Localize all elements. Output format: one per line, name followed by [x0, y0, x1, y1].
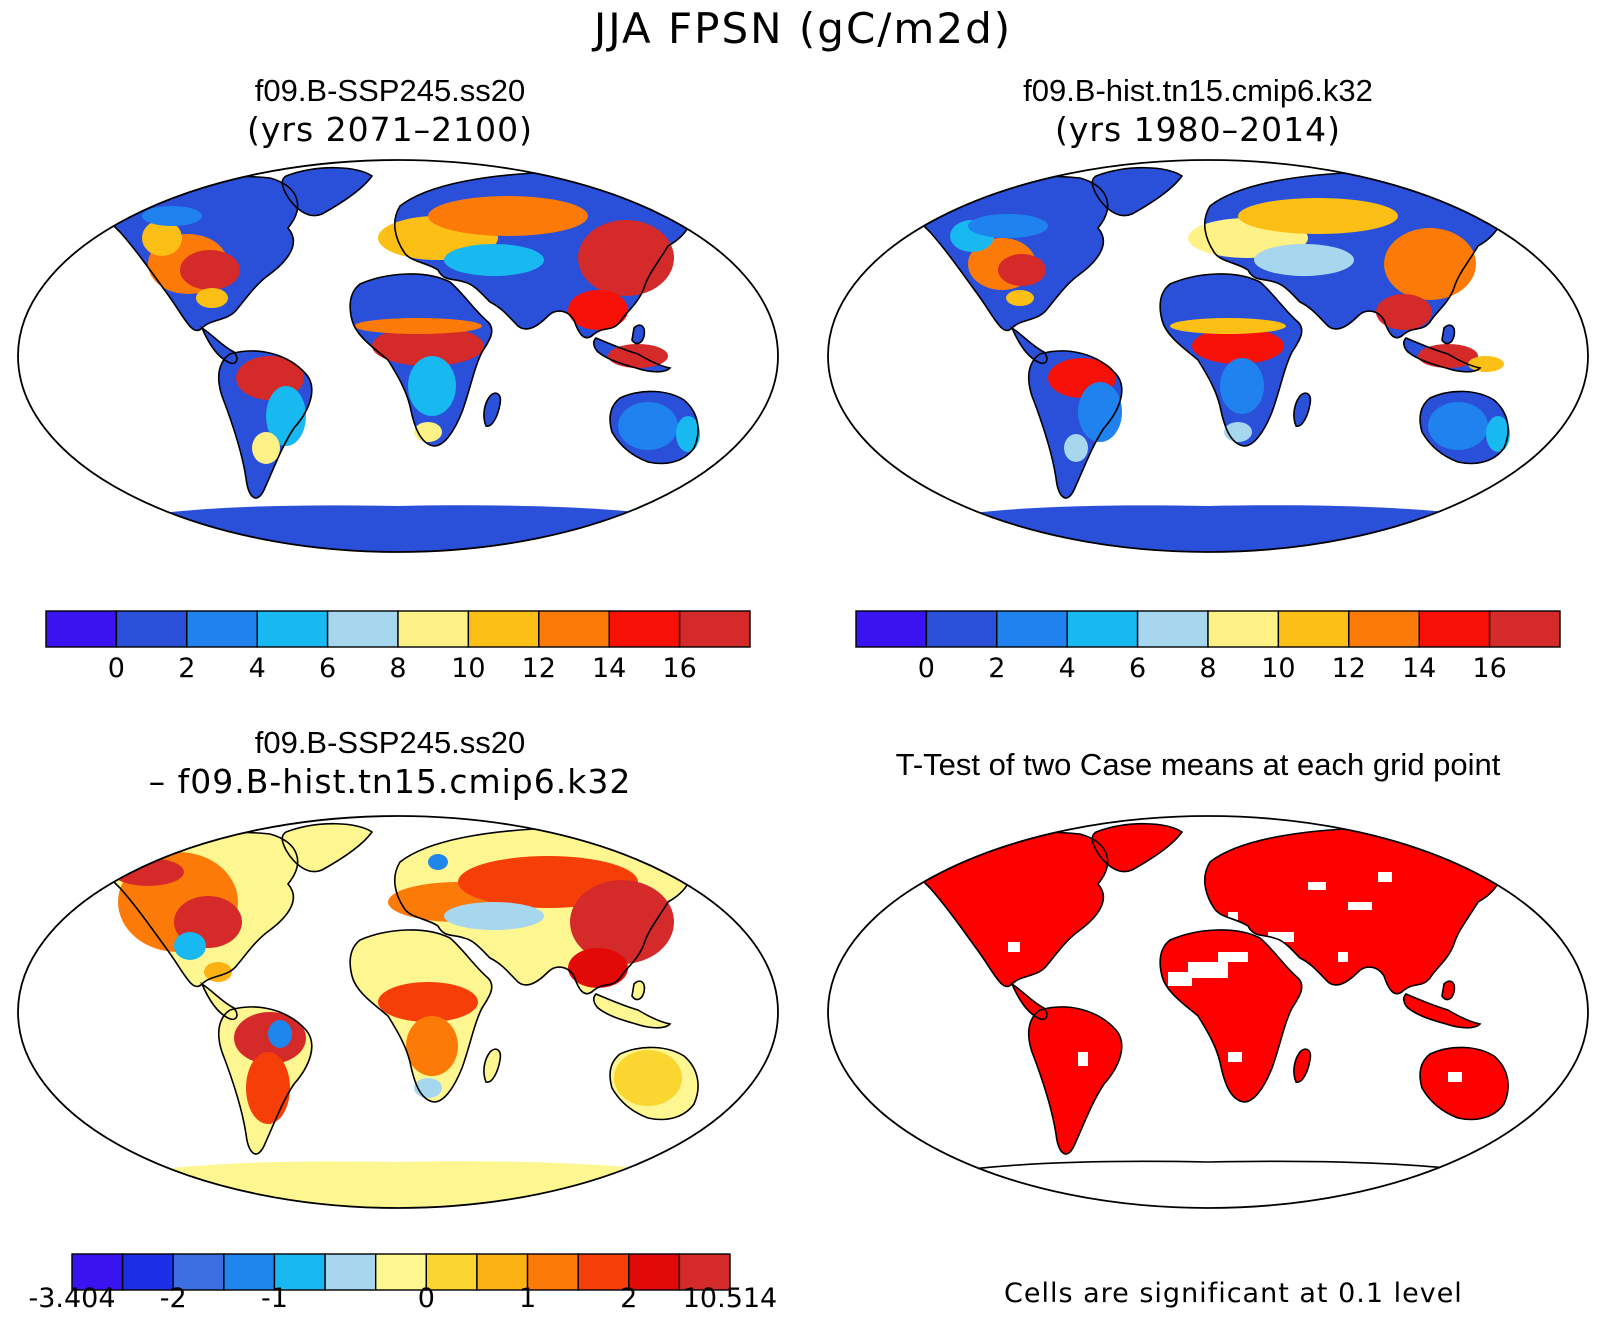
- colorbar-tick-label: 4: [248, 653, 266, 684]
- colorbar-tick-label: 16: [662, 653, 697, 684]
- colorbar-swatch: [476, 1253, 529, 1291]
- significance-note: Cells are significant at 0.1 level: [1004, 1278, 1463, 1309]
- colorbar-tick-label: 14: [592, 653, 627, 684]
- map-panel-ssp245: [17, 159, 779, 553]
- colorbar-tick-label: -2: [159, 1283, 187, 1314]
- panel-title-ssp245: f09.B-SSP245.ss20 (yrs 2071–2100): [10, 72, 770, 150]
- colorbar-swatch: [324, 1253, 377, 1291]
- colorbar-swatch: [1348, 610, 1420, 648]
- colorbar-swatch: [374, 1253, 428, 1291]
- panel-title-ssp245-case: f09.B-SSP245.ss20: [254, 73, 526, 108]
- colorbar-absolute-hist-ticks: 0 2 4 6 8 10 12 14 16: [806, 653, 1606, 687]
- colorbar-swatch: [608, 610, 681, 648]
- colorbar-absolute-hist: [855, 610, 1561, 648]
- colorbar-swatch: [172, 1253, 225, 1291]
- colorbar-difference-ticks: -3.404 -2 -1 0 1 2 10.514: [0, 1283, 800, 1317]
- map-border: [17, 159, 779, 553]
- panel-title-hist-years: (yrs 1980–2014): [1055, 110, 1341, 149]
- colorbar-swatch: [577, 1253, 630, 1291]
- colorbar-swatch: [925, 610, 998, 648]
- map-border: [827, 159, 1589, 553]
- colorbar-tick-label: 16: [1472, 653, 1507, 684]
- colorbar-tick-label: 10: [451, 653, 486, 684]
- colorbar-swatch: [397, 610, 470, 648]
- colorbar-tick-label: 1: [518, 1283, 537, 1314]
- colorbar-tick-label: -3.404: [28, 1283, 116, 1314]
- colorbar-swatch: [326, 610, 399, 648]
- panel-title-ttest-text: T-Test of two Case means at each grid po…: [895, 747, 1501, 782]
- colorbar-swatch: [678, 610, 751, 648]
- colorbar-swatch: [1136, 610, 1209, 648]
- figure-title: JJA FPSN (gC/m2d): [593, 4, 1013, 53]
- colorbar-swatch: [996, 610, 1068, 648]
- colorbar-tick-label: 0: [107, 653, 125, 684]
- colorbar-swatch: [1066, 610, 1139, 648]
- colorbar-tick-label: 2: [620, 1283, 638, 1314]
- colorbar-absolute-ssp245-ticks: 0 2 4 6 8 10 12 14 16: [0, 653, 800, 687]
- colorbar-tick-label: 2: [988, 653, 1006, 684]
- colorbar-tick-label: 6: [319, 653, 337, 684]
- colorbar-swatch: [538, 610, 610, 648]
- panel-title-diff-case-a: f09.B-SSP245.ss20: [254, 725, 526, 760]
- colorbar-swatch: [1418, 610, 1491, 648]
- colorbar-tick-label: 12: [521, 653, 556, 684]
- colorbar-tick-label: 10: [1261, 653, 1296, 684]
- map-border: [17, 815, 779, 1209]
- colorbar-tick-label: -1: [260, 1283, 288, 1314]
- colorbar-swatch: [425, 1253, 478, 1291]
- colorbar-tick-label: 10.514: [682, 1283, 778, 1314]
- panel-title-diff: f09.B-SSP245.ss20 – f09.B-hist.tn15.cmip…: [10, 724, 770, 802]
- colorbar-tick-label: 0: [917, 653, 935, 684]
- colorbar-swatch: [678, 1253, 731, 1291]
- colorbar-tick-label: 0: [417, 1283, 435, 1314]
- colorbar-swatch: [121, 1253, 174, 1291]
- colorbar-tick-label: 2: [178, 653, 196, 684]
- colorbar-difference: [71, 1253, 731, 1291]
- map-panel-ttest: [827, 815, 1589, 1209]
- colorbar-swatch: [1277, 610, 1350, 648]
- colorbar-swatch: [273, 1253, 326, 1291]
- panel-title-ttest: T-Test of two Case means at each grid po…: [818, 746, 1578, 784]
- colorbar-tick-label: 4: [1058, 653, 1076, 684]
- colorbar-swatch: [628, 1253, 681, 1291]
- colorbar-tick-label: 6: [1129, 653, 1147, 684]
- panel-title-hist: f09.B-hist.tn15.cmip6.k32 (yrs 1980–2014…: [818, 72, 1578, 150]
- colorbar-tick-label: 12: [1331, 653, 1366, 684]
- colorbar-swatch: [45, 610, 118, 648]
- colorbar-swatch: [256, 610, 329, 648]
- map-panel-hist: [827, 159, 1589, 553]
- colorbar-absolute-ssp245: [45, 610, 751, 648]
- panel-title-ssp245-years: (yrs 2071–2100): [247, 110, 533, 149]
- colorbar-swatch: [186, 610, 258, 648]
- panel-title-hist-case: f09.B-hist.tn15.cmip6.k32: [1023, 73, 1373, 108]
- colorbar-swatch: [115, 610, 188, 648]
- colorbar-swatch: [1488, 610, 1561, 648]
- colorbar-swatch: [855, 610, 928, 648]
- colorbar-swatch: [1207, 610, 1280, 648]
- map-panel-diff: [17, 815, 779, 1209]
- map-border: [827, 815, 1589, 1209]
- panel-title-diff-case-b: – f09.B-hist.tn15.cmip6.k32: [148, 762, 632, 801]
- colorbar-tick-label: 14: [1402, 653, 1437, 684]
- colorbar-tick-label: 8: [1199, 653, 1217, 684]
- colorbar-tick-label: 8: [389, 653, 407, 684]
- colorbar-swatch: [467, 610, 540, 648]
